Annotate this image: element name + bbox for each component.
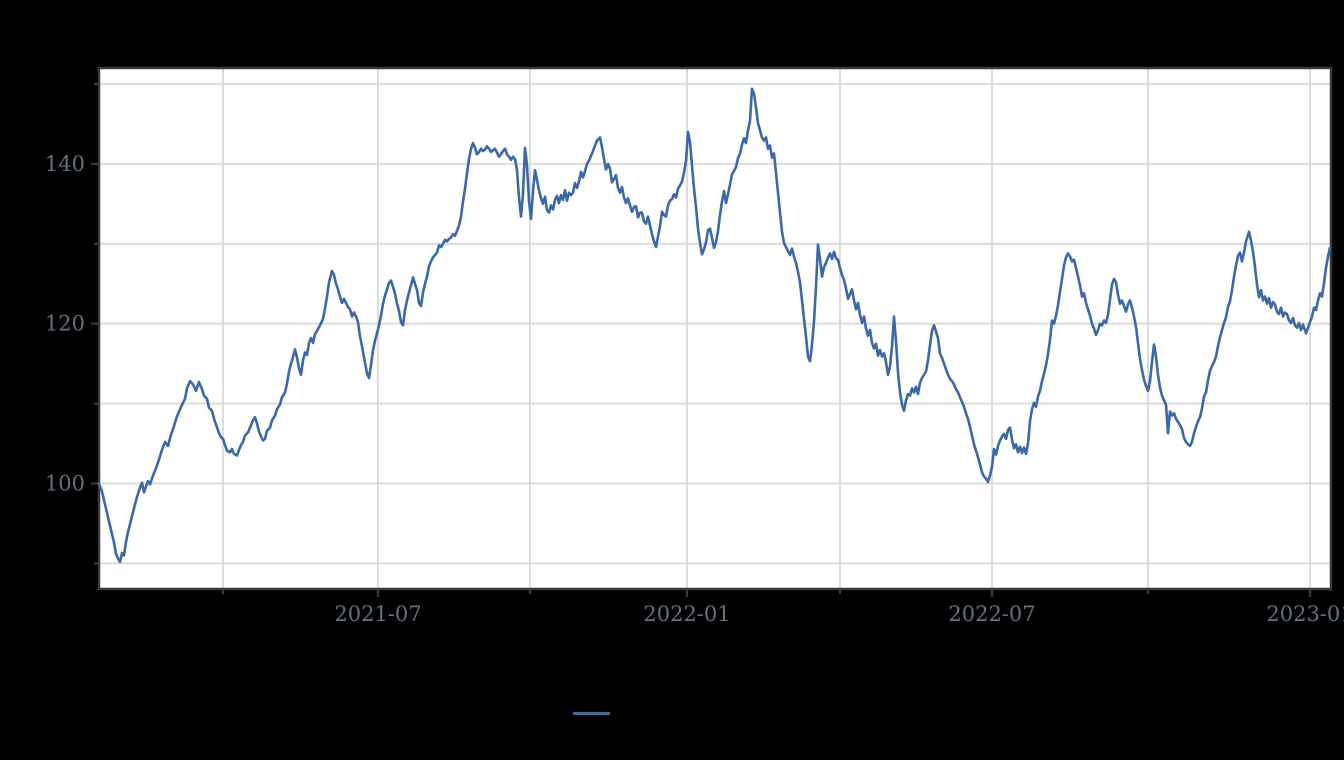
data-series	[97, 87, 1332, 564]
x-tick-label: 2021-07	[334, 602, 421, 626]
price-index-line	[97, 87, 1332, 564]
plot-area	[99, 68, 1331, 589]
y-tick-label: 120	[45, 312, 85, 336]
y-tick-label: 100	[45, 472, 85, 496]
y-axis-tick-labels: 100 120 140	[45, 152, 85, 496]
gridlines	[99, 68, 1331, 589]
x-tick-label: 2022-07	[948, 602, 1035, 626]
x-tick-label: 2022-01	[643, 602, 730, 626]
x-axis-tick-labels: 2021-07 2022-01 2022-07 2023-01	[334, 602, 1344, 626]
x-tick-label: 2023-01	[1266, 602, 1344, 626]
y-tick-label: 140	[45, 152, 85, 176]
plot-frame	[97, 66, 1333, 591]
